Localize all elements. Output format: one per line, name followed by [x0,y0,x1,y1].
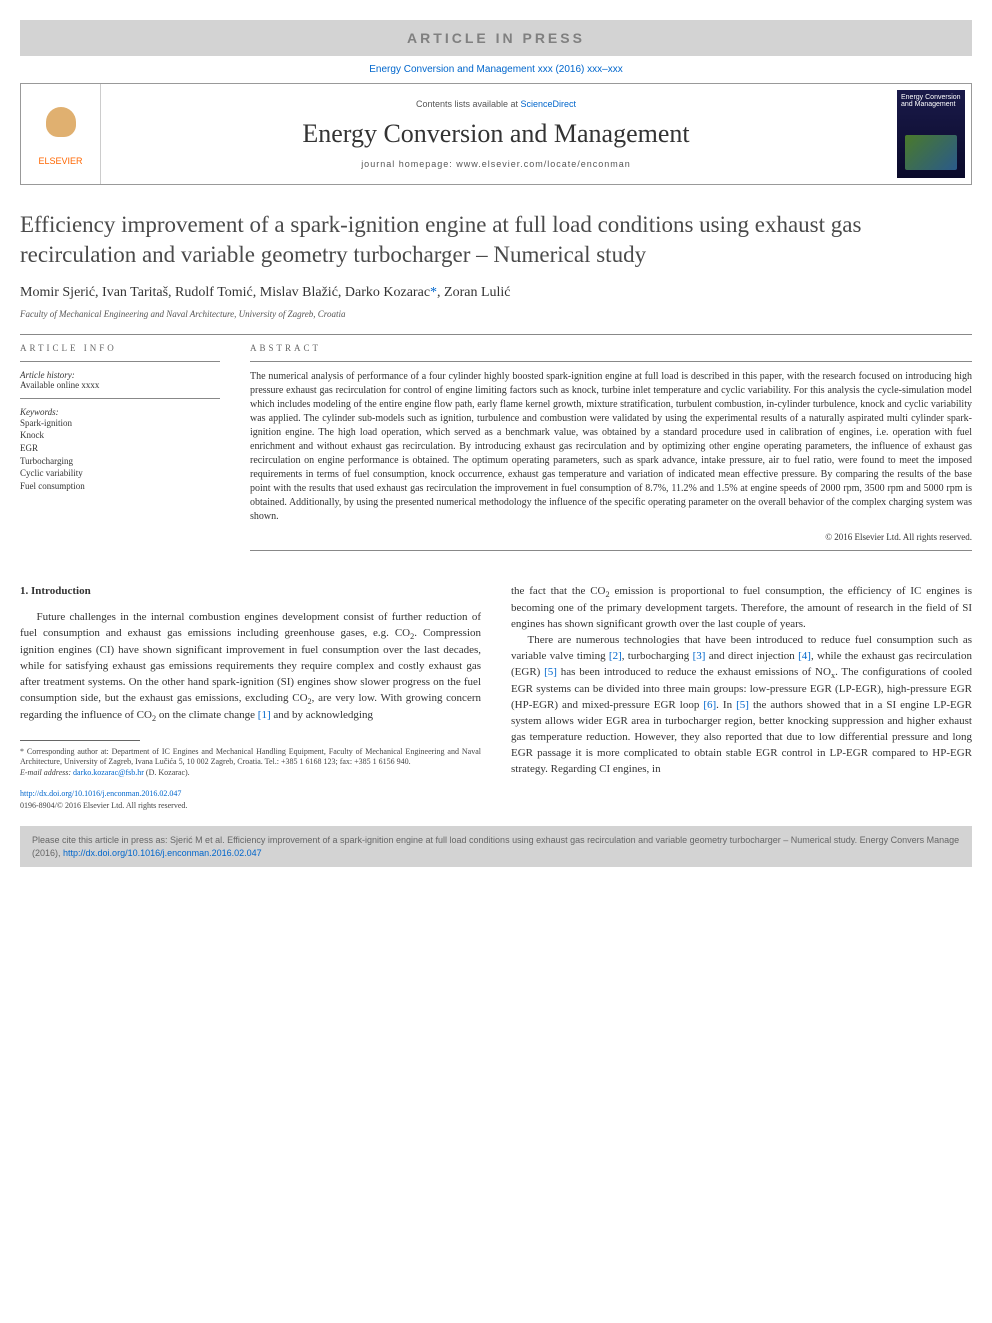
ref-link[interactable]: [6] [703,699,716,711]
authors-tail: , Zoran Lulić [437,285,510,300]
history-label: Article history: [20,370,220,380]
footnote-separator [20,740,140,741]
article-title: Efficiency improvement of a spark-igniti… [20,210,972,270]
journal-name: Energy Conversion and Management [121,119,871,149]
email-label: E-mail address: [20,768,73,777]
email-footnote: E-mail address: darko.kozarac@fsb.hr (D.… [20,768,481,778]
text-run: has been introduced to reduce the exhaus… [557,666,831,678]
journal-cover-thumb: Energy Conversion and Management [891,84,971,184]
abstract-heading: ABSTRACT [250,343,972,353]
column-left: 1. Introduction Future challenges in the… [20,584,481,811]
history-text: Available online xxxx [20,380,220,390]
publisher-name: ELSEVIER [38,156,82,166]
divider [250,550,972,551]
text-run: the fact that the CO [511,585,605,597]
keyword: Turbocharging [20,455,220,468]
abstract-copyright: © 2016 Elsevier Ltd. All rights reserved… [250,532,972,542]
divider [250,361,972,362]
contents-line: Contents lists available at ScienceDirec… [121,99,871,109]
body-paragraph: There are numerous technologies that hav… [511,633,972,778]
journal-cover: Energy Conversion and Management [897,90,965,178]
ref-link[interactable]: [5] [736,699,749,711]
text-run: . In [716,699,736,711]
cite-doi-link[interactable]: http://dx.doi.org/10.1016/j.enconman.201… [63,848,262,858]
keyword: Cyclic variability [20,467,220,480]
article-info: ARTICLE INFO Article history: Available … [20,343,220,559]
keyword: Spark-ignition [20,417,220,430]
affiliation: Faculty of Mechanical Engineering and Na… [20,309,972,319]
info-abstract-row: ARTICLE INFO Article history: Available … [20,343,972,559]
cite-footer: Please cite this article in press as: Sj… [20,826,972,867]
article-info-heading: ARTICLE INFO [20,343,220,353]
issn-line: 0196-8904/© 2016 Elsevier Ltd. All right… [20,801,187,810]
article-in-press-banner: ARTICLE IN PRESS [20,20,972,56]
keywords-list: Spark-ignition Knock EGR Turbocharging C… [20,417,220,493]
keyword: Fuel consumption [20,480,220,493]
top-citation: Energy Conversion and Management xxx (20… [20,56,972,83]
column-right: the fact that the CO2 emission is propor… [511,584,972,811]
doi-link[interactable]: http://dx.doi.org/10.1016/j.enconman.201… [20,789,181,798]
keyword: EGR [20,442,220,455]
body-paragraph: the fact that the CO2 emission is propor… [511,584,972,633]
body-columns: 1. Introduction Future challenges in the… [20,584,972,811]
text-run: and direct injection [705,650,798,662]
divider [20,334,972,335]
keyword: Knock [20,429,220,442]
journal-homepage: journal homepage: www.elsevier.com/locat… [121,159,871,169]
sciencedirect-link[interactable]: ScienceDirect [521,99,577,109]
text-run: and by acknowledging [271,709,373,721]
email-author: (D. Kozarac). [144,768,190,777]
header-center: Contents lists available at ScienceDirec… [101,84,891,184]
text-run: on the climate change [156,709,258,721]
publisher-logo: ELSEVIER [21,84,101,184]
divider [20,361,220,362]
authors-names: Momir Sjerić, Ivan Taritaš, Rudolf Tomić… [20,285,430,300]
ref-link[interactable]: [4] [798,650,811,662]
doi-block: http://dx.doi.org/10.1016/j.enconman.201… [20,788,481,811]
keywords-label: Keywords: [20,407,220,417]
contents-prefix: Contents lists available at [416,99,521,109]
corresponding-footnote: * Corresponding author at: Department of… [20,747,481,768]
ref-link[interactable]: [3] [693,650,706,662]
elsevier-tree-icon [36,102,86,152]
ref-link[interactable]: [2] [609,650,622,662]
cover-image-icon [905,135,957,170]
email-link[interactable]: darko.kozarac@fsb.hr [73,768,144,777]
abstract: ABSTRACT The numerical analysis of perfo… [250,343,972,559]
journal-header: ELSEVIER Contents lists available at Sci… [20,83,972,185]
divider [20,398,220,399]
ref-link[interactable]: [5] [544,666,557,678]
abstract-text: The numerical analysis of performance of… [250,370,972,524]
author-list: Momir Sjerić, Ivan Taritaš, Rudolf Tomić… [20,285,972,301]
cover-title: Energy Conversion and Management [897,90,965,112]
section-1-heading: 1. Introduction [20,584,481,600]
corresponding-mark: * [430,285,437,300]
body-paragraph: Future challenges in the internal combus… [20,610,481,725]
ref-link[interactable]: [1] [258,709,271,721]
text-run: , turbocharging [622,650,693,662]
